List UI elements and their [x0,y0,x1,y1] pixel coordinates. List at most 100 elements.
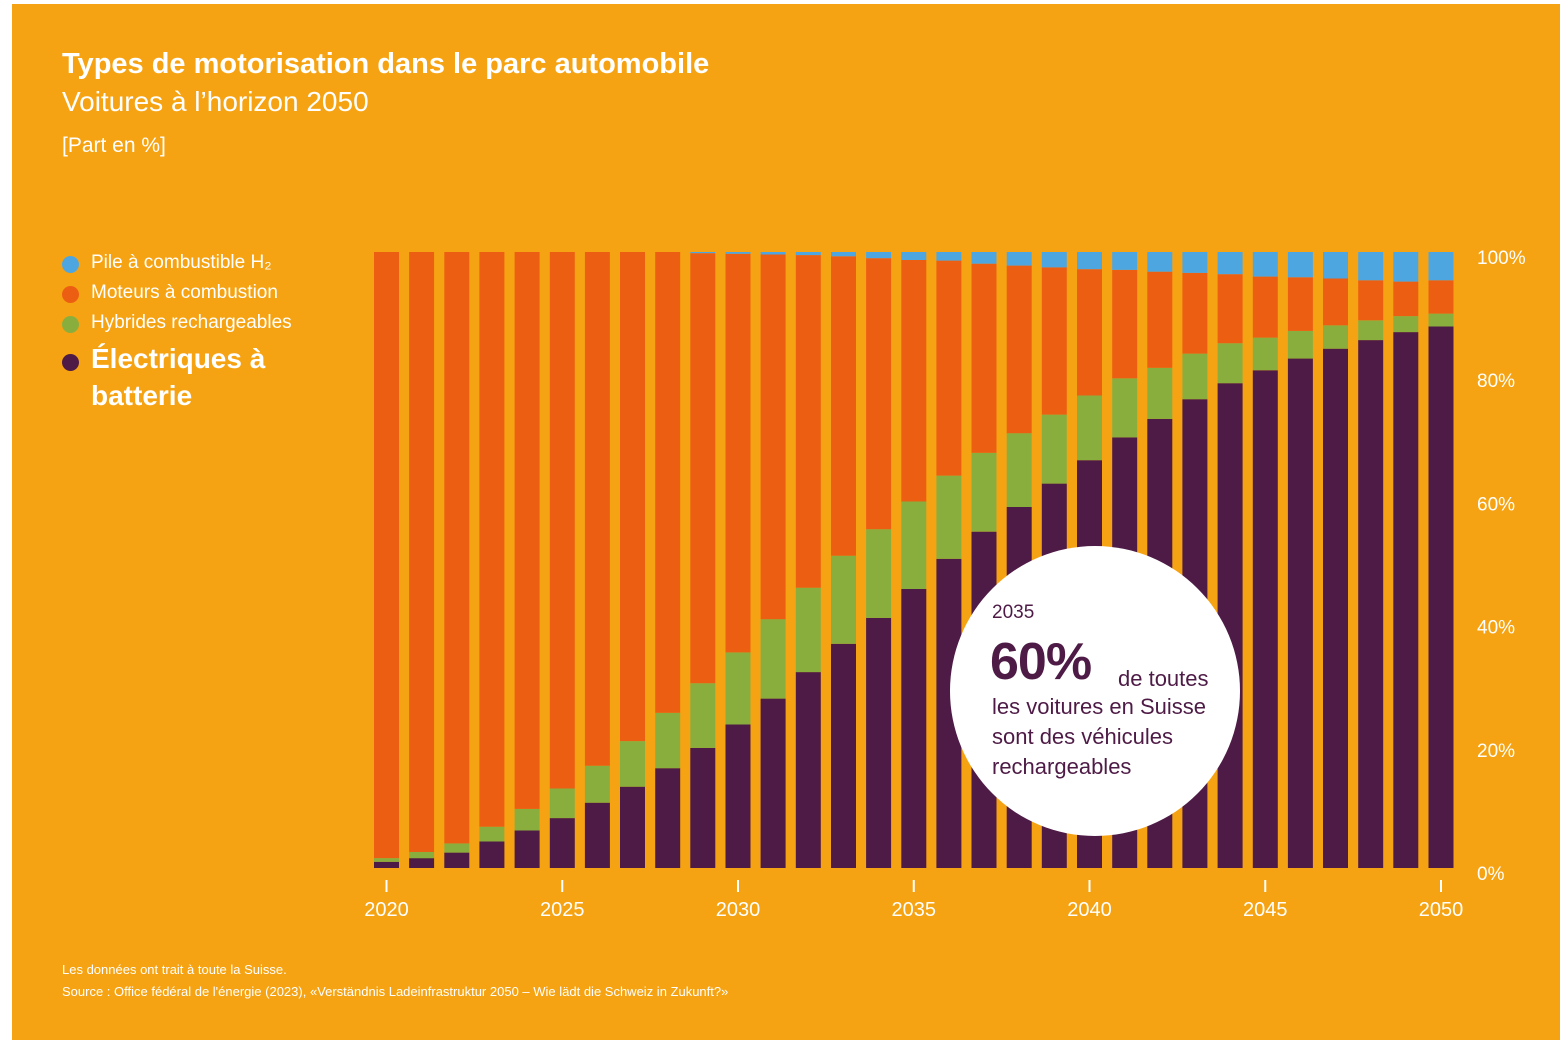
legend-label: Pile à combustible H₂ [91,252,272,273]
bar-moteurs-a-combustion-2024 [514,252,540,809]
bar-electriques-a-batterie-2047 [1323,348,1348,868]
bar-hybrides-rechargeables-2042 [1147,367,1173,419]
bar-hybrides-rechargeables-2027 [620,741,645,787]
bar-electriques-a-batterie-2020 [374,861,399,868]
bar-electriques-a-batterie-2031 [760,698,786,868]
bar-moteurs-a-combustion-2043 [1182,272,1208,354]
bar-electriques-a-batterie-2030 [725,724,751,868]
bar-pile-a-combustible-h-2038 [1006,252,1032,266]
bar-hybrides-rechargeables-2025 [549,788,575,819]
bar-pile-a-combustible-h-2042 [1147,252,1173,272]
x-tick-label-2025: 2025 [540,899,585,921]
bar-moteurs-a-combustion-2035 [901,260,927,502]
bar-hybrides-rechargeables-2034 [866,529,892,618]
bar-electriques-a-batterie-2021 [409,858,435,868]
bar-hybrides-rechargeables-2033 [831,555,856,644]
bar-moteurs-a-combustion-2048 [1358,280,1384,321]
bar-moteurs-a-combustion-2034 [866,258,892,530]
bar-hybrides-rechargeables-2037 [971,452,997,532]
stacked-bar-chart: 2020 2025 2030 2035 2040 2045 2050 0% 20% 40% 60% 8… [364,248,1525,921]
bar-pile-a-combustible-h-2039 [1041,252,1067,268]
bar-electriques-a-batterie-2048 [1358,340,1384,869]
bar-pile-a-combustible-h-2043 [1182,252,1208,273]
y-tick-label-20: 20% [1477,741,1515,762]
bar-pile-a-combustible-h-2032 [795,252,821,256]
y-tick-label-40: 40% [1477,618,1515,639]
callout-year: 2035 [992,602,1035,623]
bar-pile-a-combustible-h-2048 [1358,252,1384,281]
footnote: Les données ont trait à toute la Suisse. [62,962,287,977]
bar-electriques-a-batterie-2035 [901,589,927,868]
bar-moteurs-a-combustion-2037 [971,263,997,453]
chart-subtitle: Voitures à l’horizon 2050 [62,86,369,117]
bar-pile-a-combustible-h-2046 [1287,252,1313,278]
y-tick-label-60: 60% [1477,494,1515,515]
bar-electriques-a-batterie-2033 [831,643,856,868]
legend-dot-icon [62,354,79,371]
bar-hybrides-rechargeables-2038 [1006,433,1032,507]
bar-pile-a-combustible-h-2034 [866,252,892,259]
bar-hybrides-rechargeables-2036 [936,475,962,559]
bar-moteurs-a-combustion-2038 [1006,265,1032,434]
bar-moteurs-a-combustion-2040 [1077,269,1102,396]
bar-hybrides-rechargeables-2031 [760,619,786,699]
bar-moteurs-a-combustion-2046 [1287,277,1313,331]
bar-electriques-a-batterie-2029 [690,747,716,868]
bar-pile-a-combustible-h-2047 [1323,252,1348,279]
bar-hybrides-rechargeables-2030 [725,652,751,725]
bar-hybrides-rechargeables-2039 [1041,414,1067,484]
bar-moteurs-a-combustion-2041 [1112,269,1138,379]
bar-moteurs-a-combustion-2039 [1041,267,1067,415]
bar-moteurs-a-combustion-2045 [1252,276,1278,338]
bar-moteurs-a-combustion-2031 [760,254,786,620]
x-tick-label-2020: 2020 [364,899,409,921]
chart-panel: Types de motorisation dans le parc autom… [12,4,1560,1040]
callout-value: 60% [990,633,1092,691]
bar-electriques-a-batterie-2022 [444,852,470,868]
bar-hybrides-rechargeables-2024 [514,808,540,831]
x-tick-label-2045: 2045 [1243,899,1288,921]
bar-hybrides-rechargeables-2021 [409,852,435,859]
callout-text-rest: les voitures en Suisse sont des véhicule… [992,694,1206,779]
bar-hybrides-rechargeables-2047 [1323,325,1348,349]
bar-pile-a-combustible-h-2049 [1393,252,1419,282]
bar-pile-a-combustible-h-2050 [1428,252,1454,281]
callout-circle: 2035 60% de toutes les voitures en Suiss… [950,546,1240,836]
bar-hybrides-rechargeables-2035 [901,501,927,589]
bar-moteurs-a-combustion-2044 [1217,274,1243,344]
bar-moteurs-a-combustion-2036 [936,260,962,476]
bar-moteurs-a-combustion-2030 [725,253,751,653]
legend-dot-icon [62,316,79,333]
bar-electriques-a-batterie-2024 [514,830,540,868]
bar-pile-a-combustible-h-2030 [725,252,751,254]
bar-moteurs-a-combustion-2020 [374,252,399,859]
bar-electriques-a-batterie-2032 [795,672,821,868]
bar-moteurs-a-combustion-2042 [1147,271,1173,368]
bar-electriques-a-batterie-2026 [584,802,610,868]
bar-pile-a-combustible-h-2037 [971,252,997,264]
bar-moteurs-a-combustion-2032 [795,255,821,588]
bar-pile-a-combustible-h-2031 [760,252,786,255]
legend-dot-icon [62,286,79,303]
bar-moteurs-a-combustion-2033 [831,256,856,556]
y-tick-label-80: 80% [1477,371,1515,392]
bar-hybrides-rechargeables-2050 [1428,313,1454,327]
bar-pile-a-combustible-h-2045 [1252,252,1278,277]
bar-hybrides-rechargeables-2023 [479,826,505,842]
bar-hybrides-rechargeables-2043 [1182,353,1208,400]
unit-label: [Part en %] [62,134,166,157]
callout-text-after: de toutes [1118,666,1209,691]
legend-dot-icon [62,256,79,273]
bar-moteurs-a-combustion-2023 [479,252,505,827]
bar-electriques-a-batterie-2028 [655,768,681,868]
bar-hybrides-rechargeables-2022 [444,843,470,853]
bar-hybrides-rechargeables-2040 [1077,395,1102,461]
bar-moteurs-a-combustion-2050 [1428,280,1454,314]
bar-pile-a-combustible-h-2040 [1077,252,1102,270]
bar-moteurs-a-combustion-2021 [409,252,435,852]
bar-moteurs-a-combustion-2049 [1393,281,1419,317]
bar-moteurs-a-combustion-2027 [620,252,645,742]
legend-label: Hybrides rechargeables [91,312,292,333]
bar-electriques-a-batterie-2025 [549,818,575,868]
source-note: Source : Office fédéral de l'énergie (20… [62,984,729,999]
